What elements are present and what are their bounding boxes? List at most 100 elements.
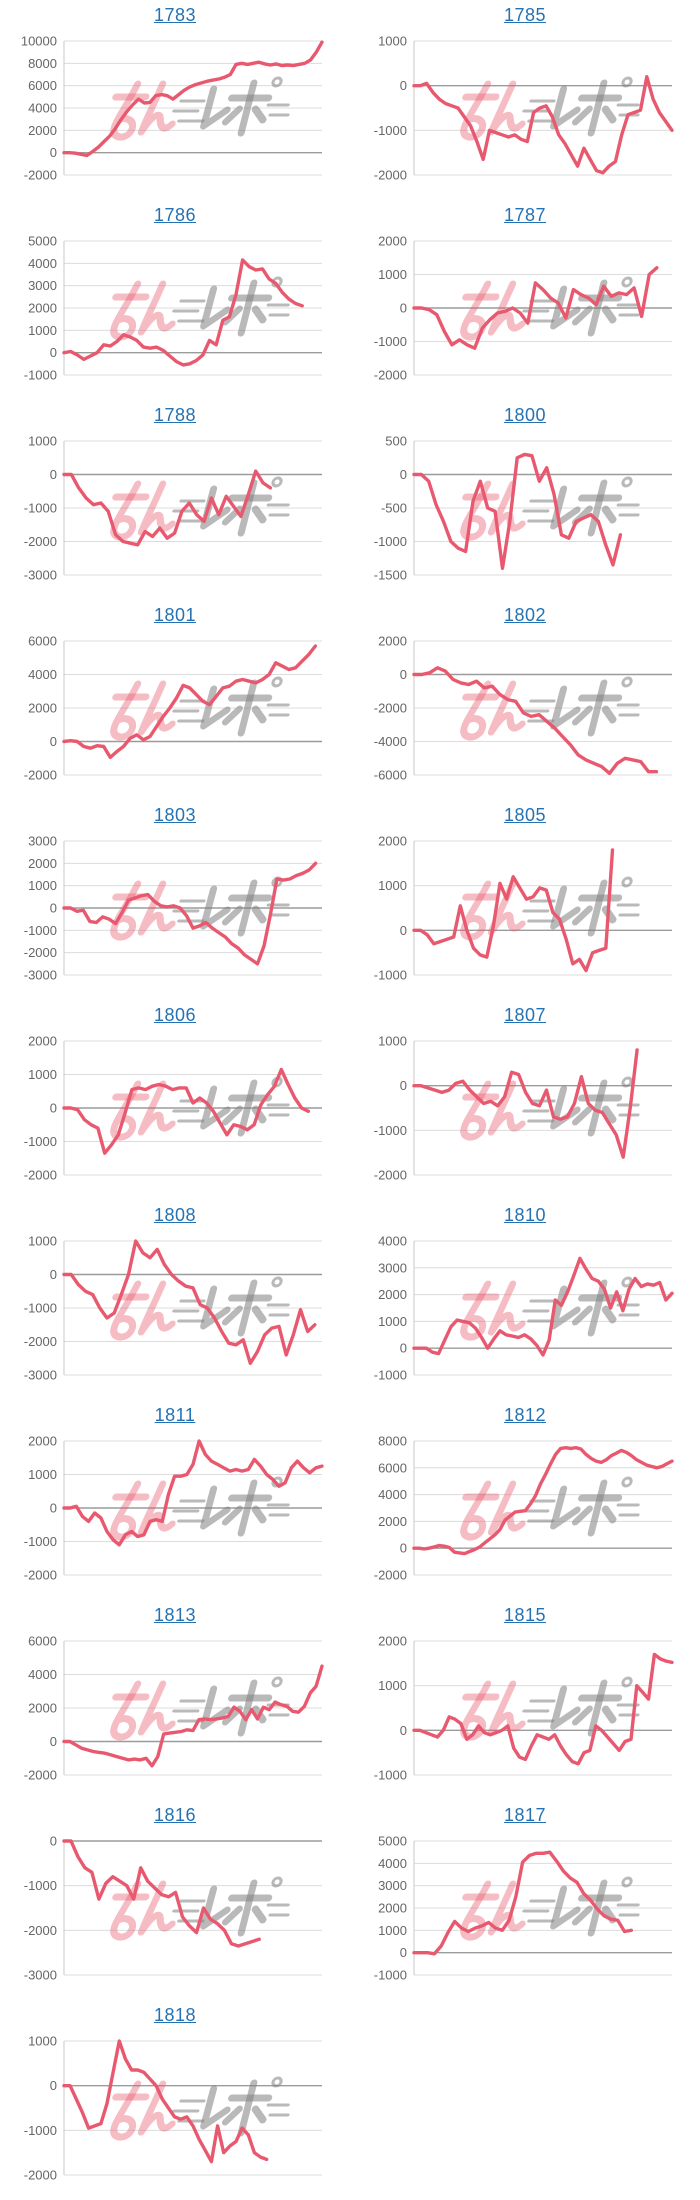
chart-title-row: 1816 — [0, 1800, 350, 1835]
y-axis-tick-label: 0 — [50, 1101, 57, 1116]
y-axis-tick-label: -1000 — [374, 1968, 407, 1983]
y-axis-tick-label: 3000 — [28, 835, 57, 849]
y-axis-tick-label: 1000 — [378, 35, 407, 49]
chart-title-link[interactable]: 1806 — [153, 1005, 197, 1025]
y-axis-tick-label: 1000 — [28, 1235, 57, 1249]
slump-data-line — [412, 1652, 674, 1766]
chart-cell-1802: 1802 2000 0 -2000 -4000 -6000 — [350, 600, 700, 800]
y-axis-tick-label: 0 — [400, 1945, 407, 1960]
slump-line-chart: 4000 3000 2000 1000 0 -1000 — [374, 1235, 674, 1383]
y-axis-tick-label: -2000 — [374, 1168, 407, 1183]
chart-cell-1812: 1812 8000 6000 4000 2000 0 -2000 — [350, 1400, 700, 1600]
y-axis-tick-label: -2000 — [374, 368, 407, 383]
y-axis-tick-label: 6000 — [28, 1635, 57, 1649]
chart-title-link[interactable]: 1818 — [153, 2005, 197, 2025]
y-axis-tick-label: 1000 — [378, 1035, 407, 1049]
chart-title-link[interactable]: 1802 — [503, 605, 547, 625]
chart-title-link[interactable]: 1816 — [153, 1805, 197, 1825]
slump-line-chart: 2000 1000 0 -1000 -2000 — [24, 1035, 322, 1183]
y-axis-tick-label: 2000 — [378, 1901, 407, 1916]
chart-title-link[interactable]: 1815 — [503, 1605, 547, 1625]
chart-title-link[interactable]: 1810 — [503, 1205, 547, 1225]
chart-title-link[interactable]: 1803 — [153, 805, 197, 825]
watermark-gray-glyph — [550, 1485, 581, 1530]
minrepo-watermark-logo — [460, 1276, 640, 1341]
chart-title-link[interactable]: 1785 — [503, 5, 547, 25]
watermark-gray-glyph — [200, 285, 231, 330]
minrepo-watermark-logo — [460, 1076, 640, 1141]
watermark-gray-glyph — [200, 1085, 231, 1130]
watermark-gray-glyph — [550, 1885, 581, 1930]
chart-title-row: 1805 — [350, 800, 700, 835]
y-axis-tick-label: 0 — [50, 2078, 57, 2093]
chart-title-row: 1818 — [0, 2000, 350, 2035]
y-axis-tick-label: 4000 — [378, 1487, 407, 1502]
slump-data-line — [412, 75, 674, 175]
y-axis-tick-label: 1000 — [28, 323, 57, 338]
y-axis-tick-label: -3000 — [24, 1968, 57, 1983]
chart-title-link[interactable]: 1805 — [503, 805, 547, 825]
slump-data-line — [62, 1239, 317, 1366]
slump-line-chart: 5000 4000 3000 2000 1000 0 -1000 — [24, 235, 322, 383]
chart-title-link[interactable]: 1807 — [503, 1005, 547, 1025]
minrepo-watermark-logo — [110, 676, 290, 741]
chart-title-link[interactable]: 1786 — [153, 205, 197, 225]
chart-title-link[interactable]: 1812 — [503, 1405, 547, 1425]
chart-title-link[interactable]: 1787 — [503, 205, 547, 225]
y-axis-tick-label: -2000 — [24, 1923, 57, 1938]
chart-cell-1805: 1805 2000 1000 0 -1000 — [350, 800, 700, 1000]
slump-data-line — [412, 1256, 674, 1357]
slump-data-line — [62, 258, 304, 367]
slump-data-line — [62, 40, 324, 158]
chart-title-row: 1800 — [350, 400, 700, 435]
slump-data-line — [62, 1439, 324, 1547]
y-axis-tick-label: -2000 — [24, 768, 57, 783]
minrepo-watermark-logo — [460, 76, 640, 141]
chart-title-link[interactable]: 1783 — [153, 5, 197, 25]
y-axis-tick-label: -2000 — [24, 168, 57, 183]
minrepo-watermark-logo — [460, 876, 640, 941]
chart-title-row: 1806 — [0, 1000, 350, 1035]
chart-title-row: 1787 — [350, 200, 700, 235]
slump-line-chart: 1000 0 -1000 -2000 -3000 — [24, 1235, 322, 1383]
y-axis-tick-label: 6000 — [28, 78, 57, 93]
y-axis-tick-label: 3000 — [28, 278, 57, 293]
chart-title-row: 1813 — [0, 1600, 350, 1635]
slump-line-chart: 3000 2000 1000 0 -1000 -2000 -3000 — [24, 835, 322, 983]
minrepo-watermark-logo — [460, 276, 640, 341]
y-axis-tick-label: 0 — [400, 467, 407, 482]
y-axis-tick-label: 1000 — [378, 267, 407, 282]
y-axis-tick-label: 1000 — [28, 1067, 57, 1082]
y-axis-tick-label: -1000 — [24, 1878, 57, 1893]
y-axis-tick-label: 0 — [50, 345, 57, 360]
y-axis-tick-label: 0 — [400, 78, 407, 93]
chart-title-link[interactable]: 1813 — [153, 1605, 197, 1625]
watermark-gray-glyph — [550, 85, 581, 130]
chart-cell-1801: 1801 6000 4000 2000 0 -2000 — [0, 600, 350, 800]
chart-title-row: 1817 — [350, 1800, 700, 1835]
chart-cell-1815: 1815 2000 1000 0 -1000 — [350, 1600, 700, 1800]
y-axis-tick-label: 1000 — [28, 878, 57, 893]
chart-title-link[interactable]: 1800 — [503, 405, 547, 425]
y-axis-tick-label: -2000 — [24, 1334, 57, 1349]
y-axis-tick-label: 2000 — [28, 1701, 57, 1716]
chart-title-link[interactable]: 1788 — [153, 405, 197, 425]
chart-title-row: 1783 — [0, 0, 350, 35]
chart-title-link[interactable]: 1808 — [153, 1205, 197, 1225]
watermark-gray-glyph — [200, 2085, 231, 2130]
slump-data-line — [412, 266, 659, 350]
chart-title-row: 1811 — [0, 1400, 350, 1435]
slump-data-line — [412, 666, 659, 776]
chart-title-row: 1802 — [350, 600, 700, 635]
y-axis-tick-label: 0 — [400, 667, 407, 682]
slump-data-line — [62, 2039, 269, 2164]
chart-title-link[interactable]: 1817 — [503, 1805, 547, 1825]
y-axis-tick-label: 0 — [50, 1267, 57, 1282]
chart-title-link[interactable]: 1811 — [154, 1405, 196, 1425]
y-axis-tick-label: 4000 — [28, 101, 57, 116]
slump-line-chart: 0 -1000 -2000 -3000 — [24, 1835, 322, 1983]
y-axis-tick-label: 0 — [50, 1501, 57, 1516]
chart-title-link[interactable]: 1801 — [153, 605, 197, 625]
slump-line-chart: 5000 4000 3000 2000 1000 0 -1000 — [374, 1835, 672, 1983]
